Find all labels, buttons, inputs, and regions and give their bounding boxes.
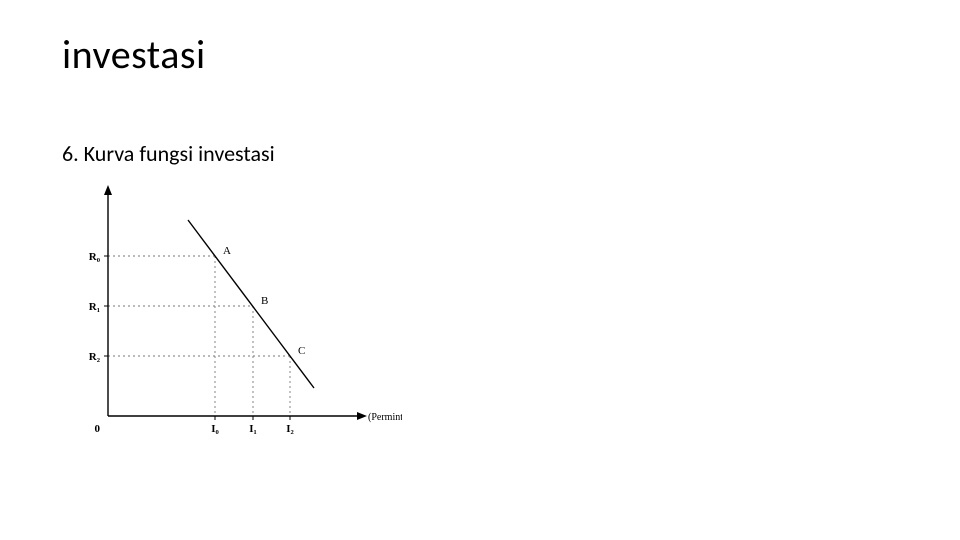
investment-curve-chart: R₀ R₁ R₂ I₀ I₁ I₂ A B C 0 (Permintaan Investasi): [62, 184, 402, 449]
svg-text:R₁: R₁: [89, 301, 100, 313]
svg-text:I₀: I₀: [211, 423, 219, 435]
svg-text:I₂: I₂: [286, 423, 294, 435]
section-heading: 6. Kurva fungsi investasi: [62, 140, 275, 167]
svg-text:0: 0: [95, 423, 101, 435]
svg-text:B: B: [261, 295, 268, 307]
svg-text:R₂: R₂: [89, 351, 101, 363]
slide: investasi 6. Kurva fungsi investasi R₀ R₁…: [0, 0, 960, 540]
svg-text:A: A: [223, 245, 231, 257]
svg-text:(Permintaan Investasi): (Permintaan Investasi): [368, 412, 402, 423]
page-title: investasi: [62, 30, 206, 79]
svg-text:R₀: R₀: [89, 251, 101, 263]
svg-text:I₁: I₁: [249, 423, 257, 435]
svg-text:C: C: [298, 345, 305, 357]
